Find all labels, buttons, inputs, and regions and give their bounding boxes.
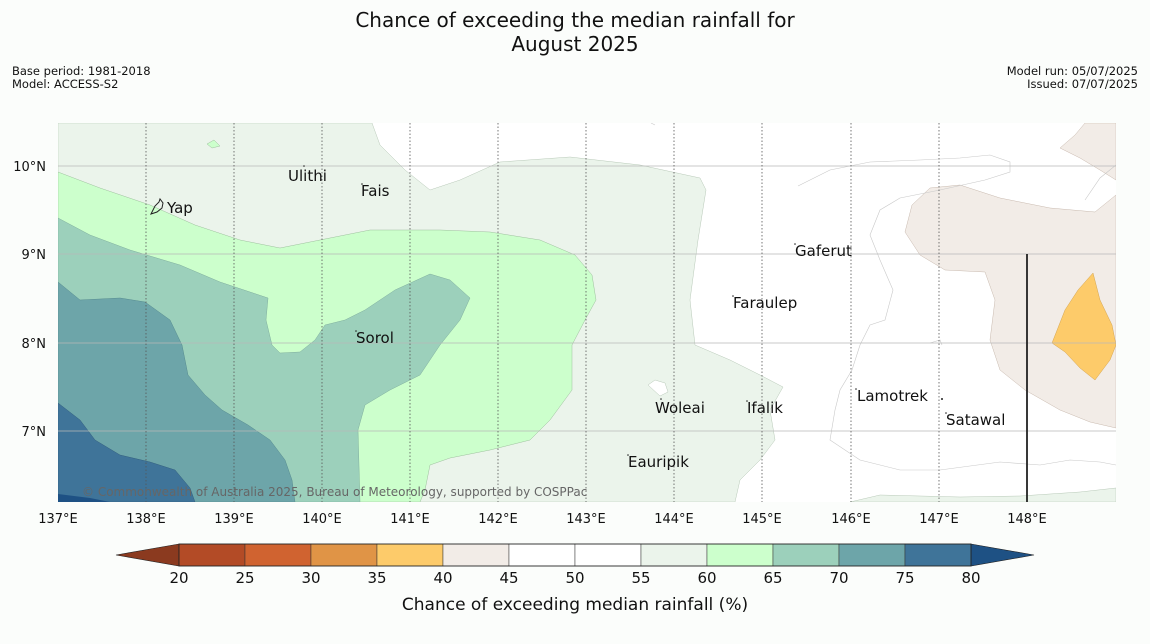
place-marker-satawal bbox=[945, 412, 947, 414]
place-marker-faraulep bbox=[732, 295, 734, 297]
colorbar-tick-60: 60 bbox=[697, 569, 716, 587]
colorbar-outline bbox=[178, 543, 972, 567]
metadata-left: Base period: 1981-2018 Model: ACCESS-S2 bbox=[12, 65, 151, 91]
colorbar-tick-20: 20 bbox=[169, 569, 188, 587]
colorbar-bin-25-30 bbox=[244, 543, 312, 567]
contour-60-65-blob bbox=[206, 139, 221, 149]
place-marker-gaferut bbox=[794, 243, 796, 245]
title-line-1: Chance of exceeding the median rainfall … bbox=[355, 8, 795, 32]
place-marker-lamotrek bbox=[855, 388, 857, 390]
colorbar-tick-75: 75 bbox=[895, 569, 914, 587]
title-line-2: August 2025 bbox=[511, 32, 639, 56]
place-marker-eauripik bbox=[627, 454, 629, 456]
lon-label-138e: 138°E bbox=[126, 512, 166, 527]
place-ifalik: Ifalik bbox=[747, 399, 783, 417]
copyright-text: © Commonwealth of Australia 2025, Bureau… bbox=[82, 485, 587, 499]
place-marker-fais bbox=[361, 183, 363, 185]
colorbar-tick-30: 30 bbox=[301, 569, 320, 587]
place-fais: Fais bbox=[361, 182, 390, 200]
contour-35-40 bbox=[1051, 272, 1116, 381]
lon-label-147e: 147°E bbox=[919, 512, 959, 527]
map-title: Chance of exceeding the median rainfall … bbox=[0, 8, 1150, 56]
forecast-map bbox=[58, 123, 1116, 502]
colorbar-bin-70-75 bbox=[838, 543, 906, 567]
colorbar-tick-80: 80 bbox=[961, 569, 980, 587]
colorbar-tick-70: 70 bbox=[829, 569, 848, 587]
lon-label-142e: 142°E bbox=[478, 512, 518, 527]
issued-text: Issued: 07/07/2025 bbox=[1027, 77, 1138, 91]
place-satawal: Satawal bbox=[946, 411, 1005, 429]
contour-75-80 bbox=[58, 402, 196, 502]
place-marker-woleai bbox=[660, 398, 662, 400]
place-woleai: Woleai bbox=[655, 399, 705, 417]
colorbar-tick-40: 40 bbox=[433, 569, 452, 587]
contour-line-small bbox=[650, 123, 656, 126]
metadata-right: Model run: 05/07/2025 Issued: 07/07/2025 bbox=[1007, 65, 1138, 91]
place-marker-lamotrek-dot bbox=[941, 398, 943, 400]
colorbar: 20 25 30 35 40 45 50 55 60 65 70 75 80 Chance of exc… bbox=[115, 543, 1035, 615]
lat-label-8n: 8°N bbox=[22, 337, 47, 352]
colorbar-tick-50: 50 bbox=[565, 569, 584, 587]
colorbar-bin-30-35 bbox=[310, 543, 378, 567]
colorbar-tick-25: 25 bbox=[235, 569, 254, 587]
place-marker-ulithi bbox=[303, 165, 305, 167]
lat-label-7n: 7°N bbox=[22, 425, 47, 440]
lon-label-146e: 146°E bbox=[831, 512, 871, 527]
lon-label-137e: 137°E bbox=[38, 512, 78, 527]
contour-55-60-patch bbox=[849, 487, 1116, 502]
colorbar-bin-55-60 bbox=[640, 543, 708, 567]
colorbar-tick-55: 55 bbox=[631, 569, 650, 587]
place-yap: Yap bbox=[166, 199, 193, 217]
colorbar-bin-65-70 bbox=[772, 543, 840, 567]
lon-label-140e: 140°E bbox=[302, 512, 342, 527]
colorbar-bin-60-65 bbox=[706, 543, 774, 567]
lon-label-143e: 143°E bbox=[566, 512, 606, 527]
contour-line-50 bbox=[797, 154, 1116, 471]
colorbar-bin-20-25 bbox=[178, 543, 246, 567]
place-eauripik: Eauripik bbox=[628, 453, 689, 471]
lon-label-145e: 145°E bbox=[742, 512, 782, 527]
colorbar-high-extension bbox=[970, 543, 1035, 567]
place-marker-ifalik bbox=[746, 400, 748, 402]
yap-island-shape bbox=[150, 197, 164, 215]
model-text: Model: ACCESS-S2 bbox=[12, 77, 119, 91]
place-gaferut: Gaferut bbox=[795, 242, 852, 260]
lon-label-148e: 148°E bbox=[1007, 512, 1047, 527]
place-marker-sorol bbox=[355, 330, 357, 332]
model-run-text: Model run: 05/07/2025 bbox=[1006, 64, 1138, 78]
contour-40-45 bbox=[904, 184, 1116, 429]
lat-label-10n: 10°N bbox=[13, 160, 46, 175]
colorbar-bin-40-45 bbox=[442, 543, 510, 567]
colorbar-bin-50-55 bbox=[574, 543, 642, 567]
place-sorol: Sorol bbox=[356, 329, 394, 347]
contour-80-plus bbox=[58, 494, 110, 502]
place-faraulep: Faraulep bbox=[733, 294, 797, 312]
base-period-text: Base period: 1981-2018 bbox=[12, 64, 151, 78]
colorbar-bin-75-80 bbox=[904, 543, 972, 567]
contour-line-45 bbox=[1084, 164, 1116, 201]
place-labels: Yap Ulithi Fais Gaferut Faraulep Sorol W… bbox=[166, 165, 1005, 471]
colorbar-low-extension bbox=[115, 543, 180, 567]
lat-label-9n: 9°N bbox=[22, 248, 47, 263]
colorbar-bin-45-50 bbox=[508, 543, 576, 567]
woleai-hole bbox=[647, 379, 669, 397]
colorbar-tick-65: 65 bbox=[763, 569, 782, 587]
lon-label-141e: 141°E bbox=[390, 512, 430, 527]
colorbar-tick-45: 45 bbox=[499, 569, 518, 587]
colorbar-tick-35: 35 bbox=[367, 569, 386, 587]
longitude-gridlines bbox=[145, 123, 940, 502]
lon-label-144e: 144°E bbox=[654, 512, 694, 527]
place-ulithi: Ulithi bbox=[288, 167, 327, 185]
place-lamotrek: Lamotrek bbox=[857, 387, 928, 405]
contour-70-75 bbox=[58, 281, 296, 502]
colorbar-bin-35-40 bbox=[376, 543, 444, 567]
colorbar-title: Chance of exceeding median rainfall (%) bbox=[402, 595, 748, 615]
lon-label-139e: 139°E bbox=[214, 512, 254, 527]
